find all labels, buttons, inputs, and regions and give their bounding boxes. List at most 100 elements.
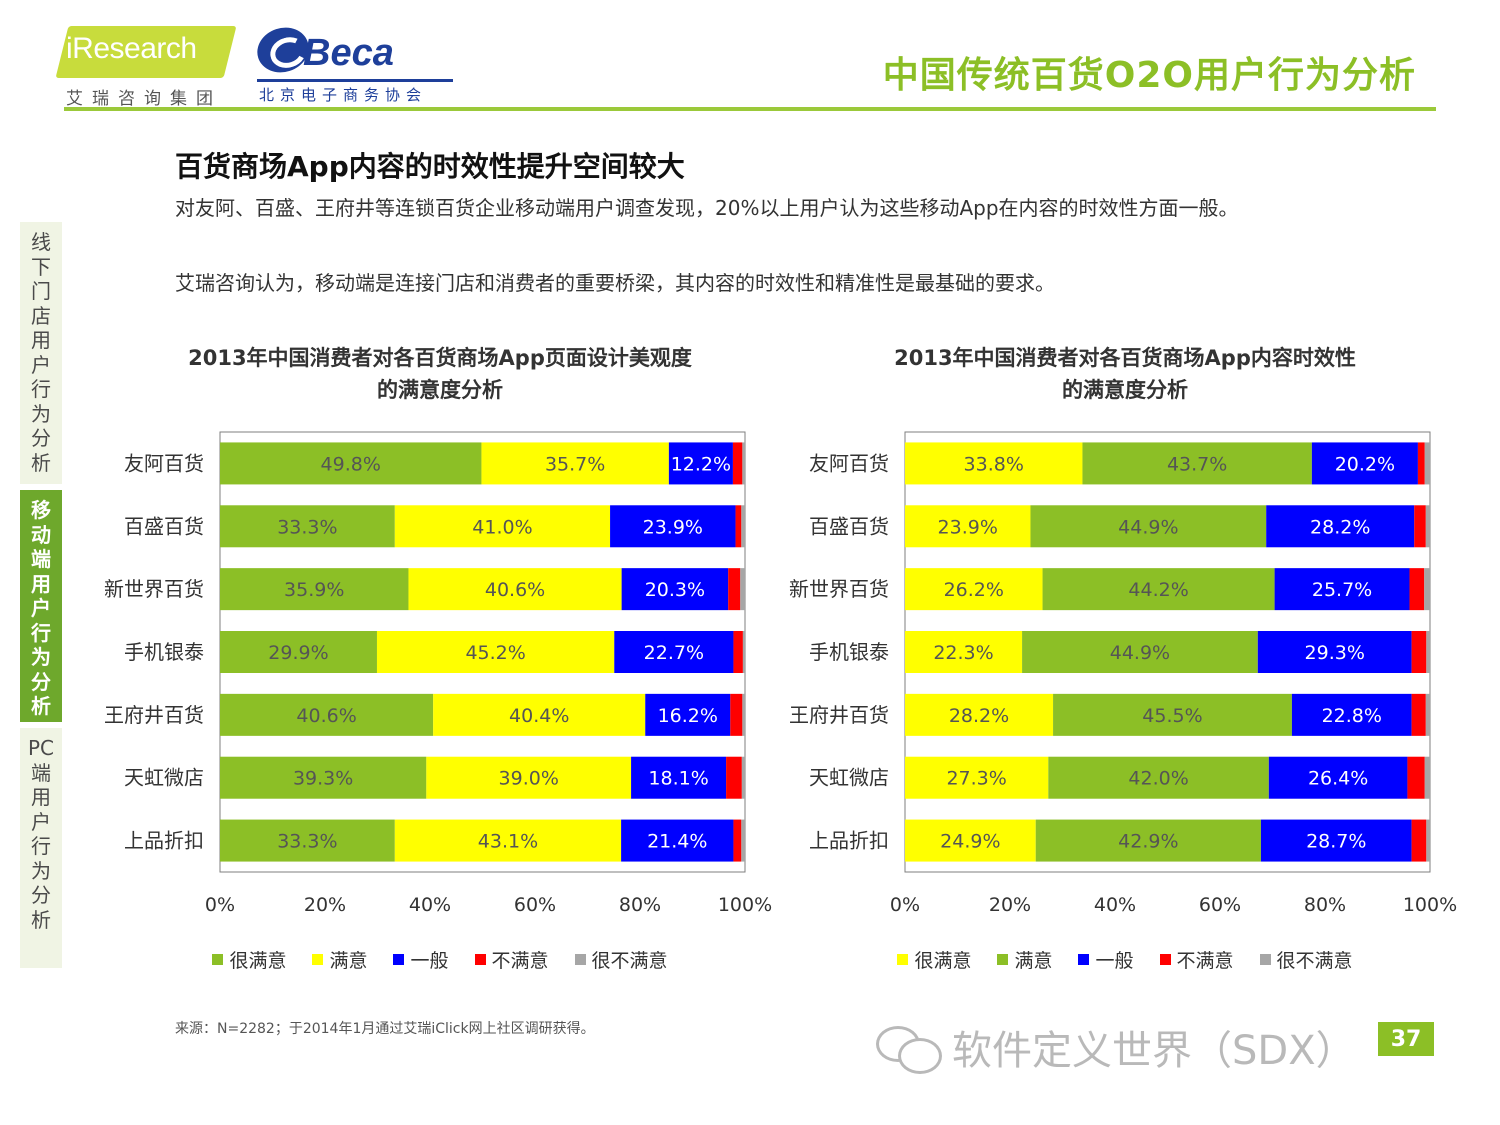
x-tick-label: 80% [619,894,661,916]
bar-segment [730,693,743,736]
data-label: 33.3% [277,516,337,538]
bar-segment [905,505,1031,548]
bar-segment [668,442,733,485]
bar-segment [621,568,729,611]
data-label: 35.9% [284,579,344,601]
bar-segment [1035,819,1261,862]
legend-swatch [474,954,486,965]
data-label: 44.9% [1110,642,1170,664]
category-label: 上品折扣 [124,829,204,853]
beca-logo-text: Beca [303,32,394,74]
data-label: 42.0% [1128,768,1188,790]
legend-swatch [997,954,1009,965]
x-tick-label: 80% [1304,894,1346,916]
legend-item: 一般 [393,946,449,973]
bar-segment [905,568,1043,611]
data-label: 40.6% [485,579,545,601]
data-label: 27.3% [946,768,1006,790]
legend-swatch [574,954,586,965]
bar-segment [1409,568,1425,611]
category-label: 友阿百货 [124,451,204,475]
category-label: 天虹微店 [124,766,204,790]
iresearch-logo-subtitle: 艾瑞咨询集团 [66,89,222,109]
legend-label: 很满意 [914,950,972,972]
bar-segment [1411,631,1427,673]
legend-item: 一般 [1078,946,1134,973]
chart-legend: 很满意 满意 一般 不满意 很不满意 [780,946,1470,973]
legend-label: 满意 [329,950,368,972]
watermark-text: 软件定义世界（SDX） [952,1028,1356,1074]
bar-segment [220,505,395,548]
data-label: 26.2% [944,579,1004,601]
watermark: 软件定义世界（SDX） [876,1018,1356,1076]
category-label: 百盛百货 [124,514,204,538]
bar-segment [614,631,734,673]
bar-segment [905,693,1054,736]
data-label: 40.6% [296,705,356,727]
bar-segment [1030,505,1267,548]
data-label: 28.7% [1306,831,1366,853]
bar-segment [905,756,1049,799]
bar-segment [732,442,743,485]
bar-segment [220,693,434,736]
bar-segment [1425,505,1430,548]
data-label: 45.2% [465,642,525,664]
category-label: 百盛百货 [809,514,889,538]
x-tick-label: 60% [1199,894,1241,916]
legend-item: 很满意 [897,946,971,973]
data-label: 33.8% [964,453,1024,475]
legend-label: 不满意 [491,950,549,972]
data-label: 41.0% [472,516,532,538]
finding-paragraph: 对友阿、百盛、王府井等连锁百货企业移动端用户调查发现，20%以上用户认为这些移动… [175,196,1239,220]
legend-item: 满意 [997,946,1052,973]
data-label: 33.3% [277,831,337,853]
beca-logo-underline [257,79,453,82]
bar-segment [394,505,611,548]
section-title: 百货商场App内容的时效性提升空间较大 [175,150,685,183]
bar-segment [1291,693,1412,736]
data-label: 18.1% [648,768,708,790]
bar-segment [742,442,745,485]
bar-segment [1082,442,1312,485]
chart-title-line2: 的满意度分析 [1062,378,1188,402]
bar-segment [621,819,734,862]
category-label: 上品折扣 [809,829,889,853]
bar-segment [733,631,743,673]
legend-swatch [393,954,405,965]
bar-segment [1268,756,1408,799]
data-label: 22.7% [644,642,704,664]
source-note: 来源：N=2282；于2014年1月通过艾瑞iClick网上社区调研获得。 [175,1021,595,1037]
data-label: 44.2% [1128,579,1188,601]
bar-segment [1417,442,1425,485]
category-label: 手机银泰 [809,640,889,664]
chart-plot: 友阿百货 33.8% 43.7% 20.2% 百盛百货 23.9% 44.9% 28.2% 新世… [789,431,1457,916]
bar-segment [1426,631,1430,673]
sidebar-item-1[interactable]: 线下门店用户行为分析 [20,222,62,484]
legend-label: 很不满意 [1276,950,1353,972]
sidebar-item-3[interactable]: PC 端用户行为分析 [20,728,62,968]
opinion-paragraph: 艾瑞咨询认为，移动端是连接门店和消费者的重要桥梁，其内容的时效性和精准性是最基础… [175,271,1055,295]
sidebar-item-2[interactable]: 移动端用户行为分析 [20,490,62,722]
x-tick-label: 40% [409,894,451,916]
x-tick-label: 0% [205,894,235,916]
bar-segment [742,693,745,736]
bar-segment [1425,693,1430,736]
data-label: 22.3% [933,642,993,664]
data-label: 16.2% [658,705,718,727]
bar-segment [741,819,745,862]
bar-segment [610,505,736,548]
data-label: 42.9% [1118,831,1178,853]
data-label: 39.3% [293,768,353,790]
chart-title-line2: 的满意度分析 [377,378,503,402]
chart-design-satisfaction: 2013年中国消费者对各百货商场App页面设计美观度 的满意度分析 友阿百货 49… [95,340,785,980]
data-label: 45.5% [1142,705,1202,727]
data-label: 24.9% [940,831,1000,853]
legend-label: 满意 [1014,950,1053,972]
legend-swatch [1259,954,1271,965]
data-label: 28.2% [1310,516,1370,538]
bar-segment [905,819,1036,862]
legend-item: 不满意 [474,946,549,973]
legend-item: 很不满意 [1259,946,1353,973]
x-tick-label: 100% [718,894,772,916]
legend-swatch [1159,954,1171,965]
